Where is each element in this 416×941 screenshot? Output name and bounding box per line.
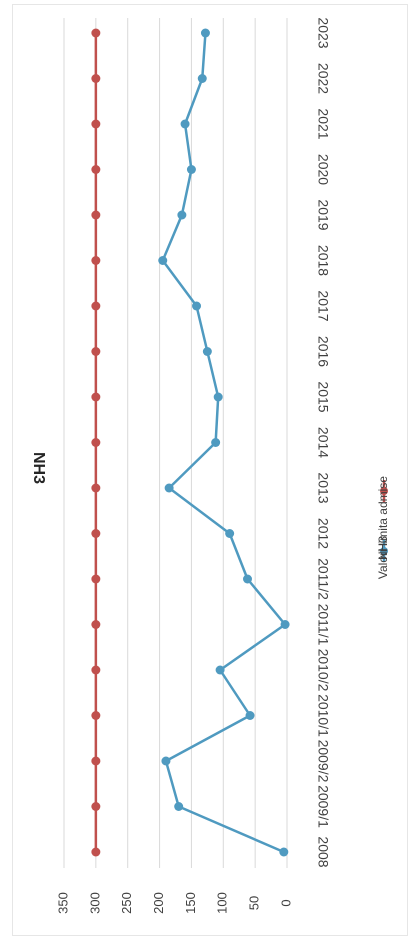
category-axis-ticks: 2008 2009/1 2009/2 2010/1 2010/2 2011/1 2011/2… [315,17,331,867]
category-tick-label: 2014 [315,427,331,458]
legend-item: Valori limita admise [376,476,390,579]
data-point [91,301,101,311]
value-tick-label: 200 [151,892,166,914]
category-tick-label: 2008 [315,836,331,867]
category-tick-label: 2020 [315,154,331,185]
category-tick-label: 2017 [315,290,331,321]
data-point [225,529,235,538]
category-tick-label: 2016 [315,336,331,367]
data-point [180,119,190,129]
category-tick-label: 2011/2 [315,558,331,600]
legend-swatch-marker [380,547,388,555]
data-point [91,119,101,129]
data-point [197,74,207,83]
series-nh3 [158,28,290,857]
data-point [91,483,101,493]
data-point [91,438,101,447]
value-tick-label: 150 [183,892,198,914]
data-point [91,165,101,174]
data-point [91,620,101,629]
category-tick-label: 2013 [315,472,331,503]
value-tick-label: 100 [215,892,230,914]
data-point [91,847,101,857]
data-point [245,711,255,720]
data-point [242,574,252,584]
data-point [161,756,171,766]
data-point [91,574,101,584]
legend-swatch-marker [380,487,388,495]
category-tick-label: 2021 [315,108,331,139]
data-point [213,392,223,402]
series-layer [91,28,290,857]
data-point [91,256,101,265]
value-tick-label: 300 [87,892,102,914]
data-point [215,665,225,675]
value-tick-label: 50 [247,896,262,910]
data-point [186,165,196,174]
series-valori-limita-admise [91,28,101,857]
data-point [91,210,101,220]
category-tick-label: 2022 [315,63,331,94]
data-point [91,802,101,811]
category-tick-label: 2010/2 [315,649,331,692]
category-tick-label: 2018 [315,245,331,276]
data-point [200,28,210,38]
data-point [91,711,101,720]
gridlines [63,18,288,868]
value-tick-label: 0 [278,899,293,906]
category-tick-label: 2023 [315,17,331,48]
data-point [280,620,290,629]
data-point [202,347,212,356]
category-tick-label: 2015 [315,381,331,412]
series-line [161,32,287,854]
legend-label: NH3 [376,536,390,560]
legend-item: NH3 [376,536,390,562]
data-point [91,28,101,38]
category-tick-label: 2019 [315,199,331,230]
data-point [211,438,221,447]
data-point [91,392,101,402]
data-point [91,74,101,83]
chart-frame [12,4,408,936]
data-point [174,802,184,811]
value-axis-ticks: 0 50 100 150 200 250 300 350 [55,892,293,914]
data-point [91,347,101,356]
data-point [91,665,101,675]
value-tick-label: 250 [119,892,134,914]
data-point [177,210,187,220]
value-tick-label: 350 [55,892,70,914]
category-tick-label: 2010/1 [315,694,331,737]
data-point [91,756,101,766]
legend-label: Valori limita admise [376,476,390,579]
category-tick-label: 2009/2 [315,740,331,783]
category-tick-label: 2012 [315,518,331,549]
data-point [279,847,289,857]
data-point [91,529,101,538]
data-point [192,301,202,311]
data-point [164,483,174,493]
data-point [158,256,168,265]
chart-title: NH3 [30,452,47,484]
category-tick-label: 2009/1 [315,785,331,828]
category-tick-label: 2011/1 [315,604,331,646]
